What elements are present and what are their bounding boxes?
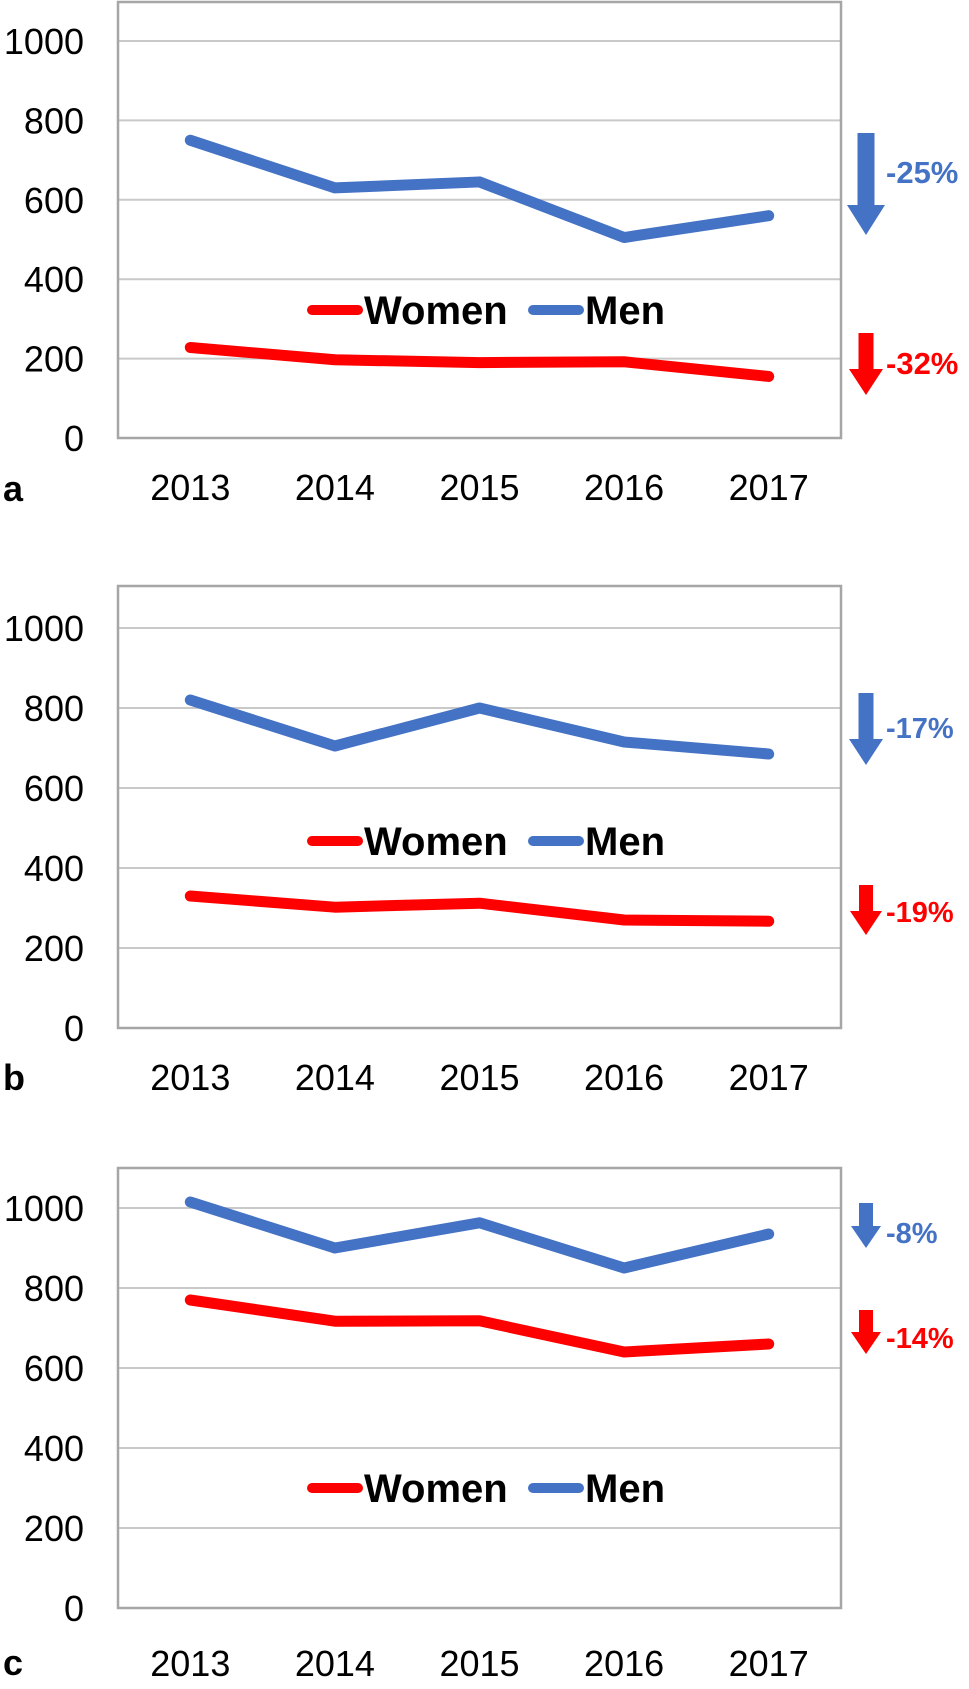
y-tick-label: 400: [24, 259, 84, 300]
men-line: [184, 134, 775, 244]
decline-label-women: -32%: [886, 346, 958, 381]
x-tick-label: 2017: [729, 1057, 809, 1098]
decline-label-men: -8%: [886, 1218, 938, 1250]
decline-arrow-women-icon: [850, 885, 882, 935]
y-tick-label: 200: [24, 928, 84, 969]
x-tick-label: 2015: [439, 467, 519, 508]
y-tick-label: 600: [24, 180, 84, 221]
women-line: [184, 341, 775, 382]
y-tick-label: 800: [24, 1268, 84, 1309]
decline-label-women: -19%: [886, 897, 954, 929]
y-tick-label: 200: [24, 1508, 84, 1549]
x-tick-label: 2017: [729, 467, 809, 508]
decline-label-men: -17%: [886, 713, 954, 745]
legend-label-men: Men: [585, 820, 665, 864]
plot-border: [116, 0, 843, 440]
decline-label-men: -25%: [886, 155, 958, 190]
plot-border: [116, 584, 843, 1030]
y-tick-label: 600: [24, 1348, 84, 1389]
decline-arrow-men-icon: [847, 133, 885, 235]
y-tick-label: 1000: [4, 1188, 84, 1229]
decline-arrow-women-icon: [849, 333, 883, 395]
y-tick-label: 200: [24, 339, 84, 380]
legend-label-women: Women: [364, 1467, 508, 1511]
women-line: [184, 890, 775, 927]
y-tick-label: 400: [24, 1428, 84, 1469]
x-tick-label: 2017: [729, 1643, 809, 1684]
chart-c: 0 200 400 600 800 1000 2013 2014 2015 2016 2017 Wom…: [4, 1166, 954, 1684]
panel-a: 0 200 400 600 800 1000 2013 2014 2015 2016 2017 Wom…: [0, 0, 969, 530]
panel-letter-b: b: [3, 1057, 25, 1098]
decline-label-women: -14%: [886, 1323, 954, 1355]
decline-arrow-women-icon: [851, 1310, 881, 1354]
legend-label-women: Women: [364, 820, 508, 864]
x-tick-label: 2013: [150, 467, 230, 508]
y-tick-label: 0: [64, 1588, 84, 1629]
decline-arrow-men-icon: [849, 693, 883, 765]
panel-letter-c: c: [3, 1642, 24, 1683]
y-tick-label: 400: [24, 848, 84, 889]
x-tick-label: 2014: [295, 1057, 375, 1098]
x-tick-label: 2013: [150, 1057, 230, 1098]
legend-label-women: Women: [364, 289, 508, 333]
chart-b: 0 200 400 600 800 1000 2013 2014 2015 2016 2017 Wom…: [4, 584, 954, 1098]
plot-border: [116, 1166, 843, 1610]
y-tick-label: 1000: [4, 21, 84, 62]
y-tick-label: 1000: [4, 608, 84, 649]
men-line: [184, 694, 775, 760]
x-tick-label: 2015: [439, 1057, 519, 1098]
y-tick-label: 800: [24, 688, 84, 729]
y-tick-label: 800: [24, 100, 84, 141]
x-tick-label: 2015: [439, 1643, 519, 1684]
x-tick-label: 2013: [150, 1643, 230, 1684]
y-tick-label: 0: [64, 418, 84, 459]
x-tick-label: 2014: [295, 467, 375, 508]
decline-arrow-men-icon: [851, 1203, 881, 1248]
men-line: [184, 1196, 775, 1274]
women-line: [184, 1294, 775, 1358]
chart-a: 0 200 400 600 800 1000 2013 2014 2015 2016 2017 Wom…: [4, 0, 958, 508]
x-tick-label: 2016: [584, 1643, 664, 1684]
x-tick-label: 2016: [584, 1057, 664, 1098]
panel-b: 0 200 400 600 800 1000 2013 2014 2015 2016 2017 Wom…: [0, 530, 969, 1100]
x-tick-label: 2014: [295, 1643, 375, 1684]
panel-letter-a: a: [3, 468, 24, 509]
y-tick-label: 600: [24, 768, 84, 809]
x-tick-label: 2016: [584, 467, 664, 508]
y-tick-label: 0: [64, 1008, 84, 1049]
legend-label-men: Men: [585, 289, 665, 333]
legend-label-men: Men: [585, 1467, 665, 1511]
panel-c: 0 200 400 600 800 1000 2013 2014 2015 2016 2017 Wom…: [0, 1100, 969, 1689]
